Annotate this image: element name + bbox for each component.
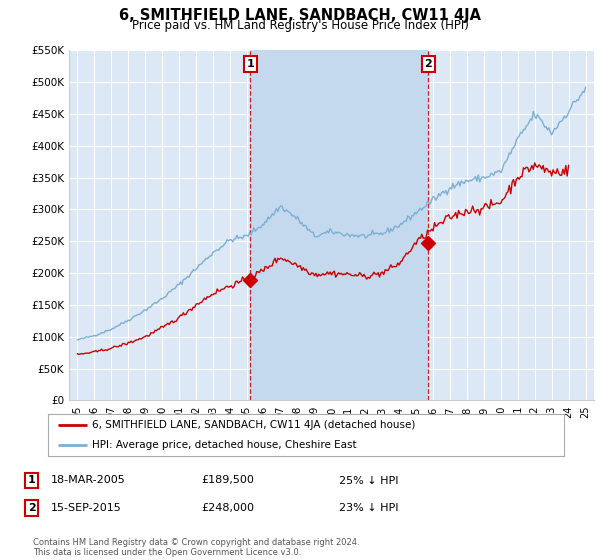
Text: 18-MAR-2005: 18-MAR-2005 bbox=[51, 475, 126, 486]
Text: 6, SMITHFIELD LANE, SANDBACH, CW11 4JA: 6, SMITHFIELD LANE, SANDBACH, CW11 4JA bbox=[119, 8, 481, 23]
Text: 23% ↓ HPI: 23% ↓ HPI bbox=[339, 503, 398, 513]
Bar bbox=[250, 50, 428, 400]
Text: 1: 1 bbox=[247, 59, 254, 69]
Text: 15-SEP-2015: 15-SEP-2015 bbox=[51, 503, 122, 513]
Text: 2: 2 bbox=[424, 59, 432, 69]
Text: 25% ↓ HPI: 25% ↓ HPI bbox=[339, 475, 398, 486]
Text: Price paid vs. HM Land Registry's House Price Index (HPI): Price paid vs. HM Land Registry's House … bbox=[131, 19, 469, 32]
Text: HPI: Average price, detached house, Cheshire East: HPI: Average price, detached house, Ches… bbox=[92, 440, 356, 450]
Text: Contains HM Land Registry data © Crown copyright and database right 2024.
This d: Contains HM Land Registry data © Crown c… bbox=[33, 538, 359, 557]
Text: 2: 2 bbox=[28, 503, 35, 513]
Text: £189,500: £189,500 bbox=[201, 475, 254, 486]
Text: £248,000: £248,000 bbox=[201, 503, 254, 513]
Text: 1: 1 bbox=[28, 475, 35, 486]
Text: 6, SMITHFIELD LANE, SANDBACH, CW11 4JA (detached house): 6, SMITHFIELD LANE, SANDBACH, CW11 4JA (… bbox=[92, 420, 415, 430]
